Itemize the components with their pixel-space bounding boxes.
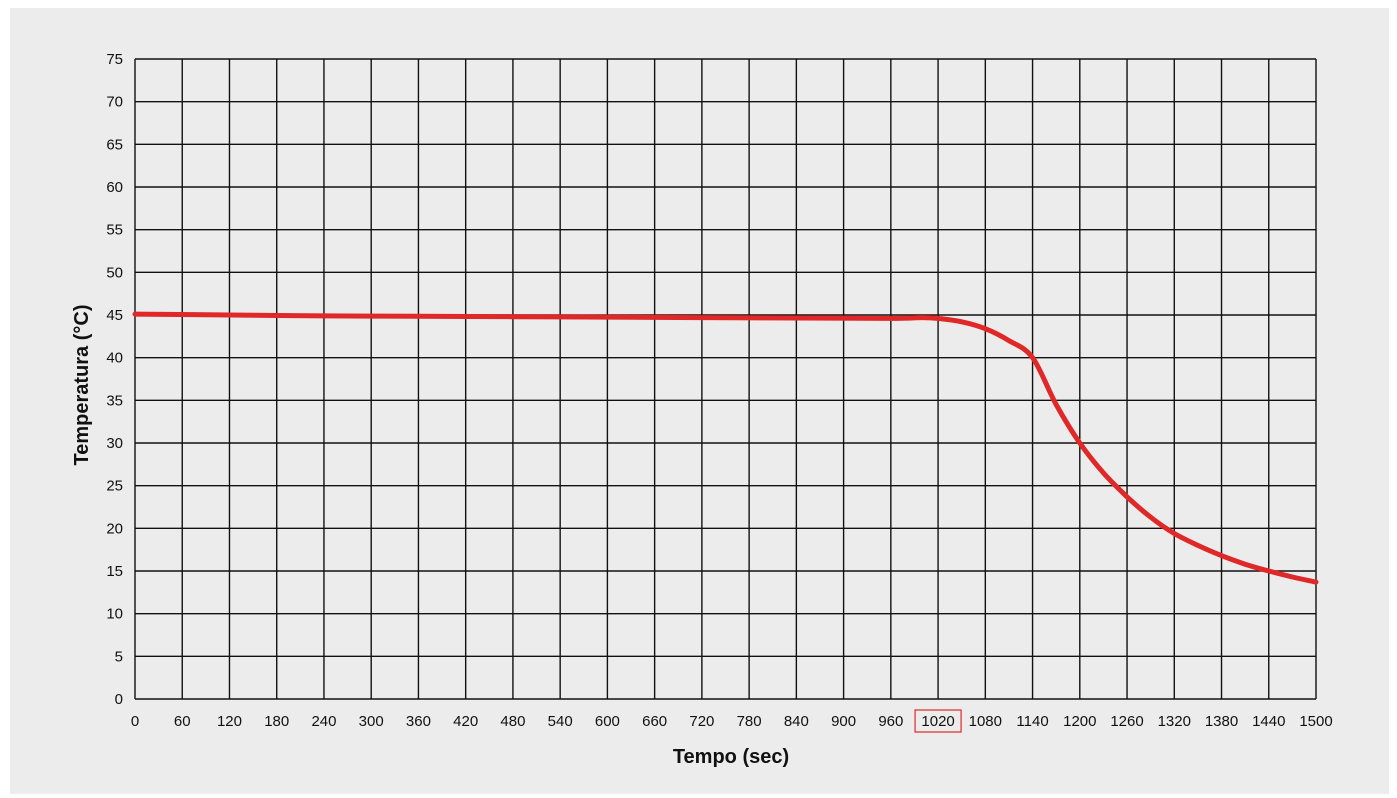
y-tick-label: 15 [106,563,123,580]
x-tick-label: 240 [311,713,336,730]
x-tick-label: 1140 [1016,713,1048,730]
y-tick-label: 30 [106,435,123,452]
x-tick-label: 360 [406,713,431,730]
y-tick-label: 35 [106,392,123,409]
y-tick-label: 45 [106,307,123,324]
x-axis-ticks: 0 60 120 180 240 300 360 420 480 540 600 660 720 780 8… [131,709,1333,733]
y-tick-label: 0 [115,691,123,708]
y-axis-ticks: 0 5 10 15 20 25 30 35 40 45 50 55 60 65 70 75 [106,51,123,708]
y-tick-label: 10 [106,606,123,623]
y-tick-label: 55 [106,222,123,239]
x-tick-label: 0 [131,713,139,730]
y-tick-label: 25 [106,478,123,495]
x-tick-label: 120 [217,713,242,730]
y-tick-label: 70 [106,94,123,111]
x-tick-label: 660 [642,713,667,730]
x-tick-label: 1080 [969,713,1002,730]
y-tick-label: 50 [106,264,123,281]
x-tick-label: 840 [784,713,809,730]
y-tick-label: 60 [106,179,123,196]
x-tick-label: 1260 [1110,713,1143,730]
x-tick-label: 960 [878,713,903,730]
x-tick-label: 480 [500,713,525,730]
y-tick-label: 75 [106,51,123,68]
x-tick-label: 60 [174,713,191,730]
series-line [132,311,1319,585]
temperature-chart: 0 60 120 180 240 300 360 420 480 540 600 660 720 780 8… [71,51,1333,768]
x-tick-label: 1320 [1158,713,1191,730]
y-tick-label: 65 [106,136,123,153]
x-tick-label: 780 [737,713,762,730]
chart-panel: 0 60 120 180 240 300 360 420 480 540 600 660 720 780 8… [10,8,1389,794]
x-tick-label: 1440 [1252,713,1285,730]
x-tick-label: 720 [689,713,714,730]
x-tick-label: 420 [453,713,478,730]
x-tick-label: 300 [359,713,384,730]
chart-grid [134,58,1317,700]
x-tick-label: 540 [548,713,573,730]
x-tick-label: 1500 [1299,713,1332,730]
y-tick-label: 5 [115,648,123,665]
x-tick-label: 1200 [1063,713,1096,730]
x-tick-label: 600 [595,713,620,730]
x-tick-label: 1020 [921,713,954,730]
y-axis-title: Temperatura (°C) [71,305,93,466]
y-tick-label: 20 [106,520,123,537]
x-tick-label: 900 [831,713,856,730]
x-tick-label: 180 [264,713,289,730]
x-axis-title: Tempo (sec) [673,746,789,768]
y-tick-label: 40 [106,350,123,367]
chart-series [132,311,1319,585]
x-tick-label: 1380 [1205,713,1238,730]
x-tick-highlight-box [914,709,962,733]
